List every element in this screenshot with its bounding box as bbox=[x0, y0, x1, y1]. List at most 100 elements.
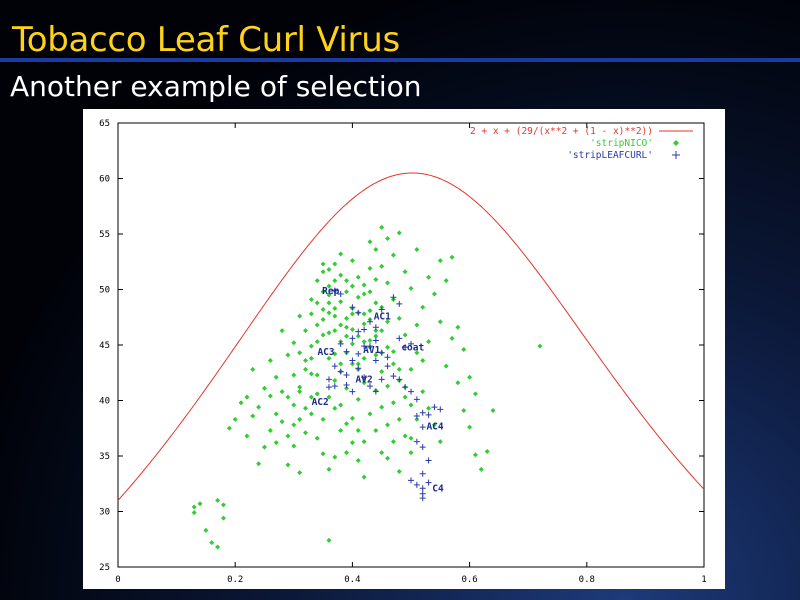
leafcurl-point bbox=[390, 294, 397, 301]
nico-point bbox=[285, 394, 291, 400]
nico-point bbox=[297, 313, 303, 319]
nico-point bbox=[379, 328, 385, 334]
nico-point bbox=[467, 424, 473, 430]
leafcurl-point bbox=[337, 368, 344, 375]
nico-point bbox=[420, 358, 426, 364]
nico-point bbox=[408, 366, 414, 372]
nico-point bbox=[455, 380, 461, 386]
nico-point bbox=[390, 349, 396, 355]
nico-point bbox=[244, 394, 250, 400]
nico-point bbox=[308, 355, 314, 361]
nico-point bbox=[420, 389, 426, 395]
point-annotation: AV2 bbox=[356, 375, 373, 386]
nico-point bbox=[285, 462, 291, 468]
slide-subtitle: Another example of selection bbox=[10, 70, 422, 103]
leafcurl-point bbox=[396, 300, 403, 307]
nico-point bbox=[344, 421, 350, 427]
leafcurl-point bbox=[419, 444, 426, 451]
nico-point bbox=[361, 321, 367, 327]
nico-point bbox=[314, 339, 320, 345]
nico-point bbox=[426, 339, 432, 345]
nico-point bbox=[209, 540, 215, 546]
nico-point bbox=[420, 304, 426, 310]
nico-point bbox=[402, 269, 408, 275]
leafcurl-point bbox=[331, 287, 338, 294]
nico-point bbox=[349, 283, 355, 289]
nico-point bbox=[297, 470, 303, 476]
leafcurl-point bbox=[331, 363, 338, 370]
x-tick-label: 0.6 bbox=[461, 575, 477, 585]
legend-label-nico: 'stripNICO' bbox=[590, 138, 653, 149]
nico-point bbox=[279, 389, 285, 395]
leafcurl-point bbox=[413, 396, 420, 403]
nico-point bbox=[361, 380, 367, 386]
nico-point bbox=[303, 328, 309, 334]
nico-series bbox=[191, 224, 543, 550]
nico-point bbox=[273, 411, 279, 417]
nico-point bbox=[320, 269, 326, 275]
leafcurl-point bbox=[425, 479, 432, 486]
nico-point bbox=[455, 324, 461, 330]
leafcurl-series bbox=[325, 287, 444, 502]
nico-point bbox=[326, 466, 332, 472]
nico-point bbox=[349, 341, 355, 347]
point-annotation: AC4 bbox=[426, 421, 443, 432]
nico-point bbox=[203, 527, 209, 533]
nico-point bbox=[355, 333, 361, 339]
nico-point bbox=[308, 411, 314, 417]
nico-point bbox=[472, 452, 478, 458]
nico-point bbox=[291, 372, 297, 378]
nico-point bbox=[314, 322, 320, 328]
nico-point bbox=[338, 322, 344, 328]
point-annotation: AC3 bbox=[317, 347, 334, 358]
nico-point bbox=[367, 338, 373, 344]
nico-point bbox=[332, 305, 338, 311]
nico-point bbox=[408, 402, 414, 408]
nico-point bbox=[373, 247, 379, 253]
nico-point bbox=[320, 332, 326, 338]
nico-point bbox=[443, 363, 449, 369]
y-tick-label: 45 bbox=[99, 341, 110, 351]
nico-point bbox=[390, 252, 396, 258]
leafcurl-point bbox=[425, 457, 432, 464]
nico-point bbox=[332, 351, 338, 357]
nico-point bbox=[355, 294, 361, 300]
nico-point bbox=[472, 391, 478, 397]
leafcurl-point bbox=[408, 340, 414, 347]
nico-point bbox=[408, 285, 414, 291]
nico-point bbox=[367, 289, 373, 295]
point-annotation: AV1 bbox=[363, 345, 380, 356]
nico-point bbox=[326, 537, 332, 543]
nico-point bbox=[414, 350, 420, 356]
nico-point bbox=[385, 422, 391, 428]
y-tick-label: 35 bbox=[99, 452, 110, 462]
nico-point bbox=[437, 319, 443, 325]
nico-point bbox=[373, 328, 379, 334]
legend-swatch-nico bbox=[673, 140, 679, 146]
nico-point bbox=[361, 474, 367, 480]
leafcurl-point bbox=[366, 383, 373, 390]
nico-point bbox=[390, 400, 396, 406]
nico-point bbox=[385, 455, 391, 461]
nico-point bbox=[355, 274, 361, 280]
nico-point bbox=[267, 358, 273, 364]
nico-point bbox=[396, 315, 402, 321]
nico-point bbox=[361, 339, 367, 345]
nico-point bbox=[344, 333, 350, 339]
x-tick-label: 0 bbox=[115, 575, 120, 585]
nico-point bbox=[250, 366, 256, 372]
nico-point bbox=[291, 402, 297, 408]
nico-point bbox=[279, 419, 285, 425]
nico-point bbox=[379, 369, 385, 375]
nico-point bbox=[402, 433, 408, 439]
nico-point bbox=[379, 263, 385, 269]
leafcurl-point bbox=[355, 350, 362, 357]
y-tick-label: 50 bbox=[99, 286, 110, 296]
nico-point bbox=[332, 278, 338, 284]
leafcurl-point bbox=[378, 376, 385, 383]
nico-point bbox=[191, 504, 197, 510]
nico-point bbox=[385, 383, 391, 389]
nico-point bbox=[291, 340, 297, 346]
nico-point bbox=[361, 355, 367, 361]
nico-point bbox=[320, 261, 326, 267]
